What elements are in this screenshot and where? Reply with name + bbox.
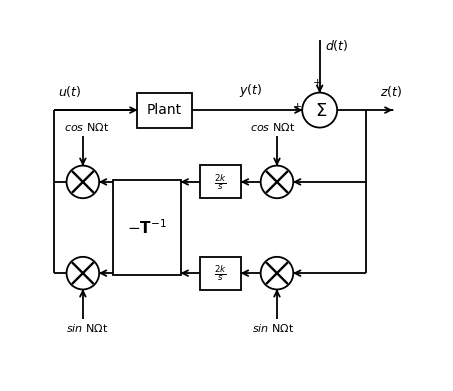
Text: $d(t)$: $d(t)$ [326, 38, 349, 53]
Bar [137, 93, 192, 127]
Text: $y(t)$: $y(t)$ [239, 82, 262, 99]
Circle shape [67, 257, 99, 289]
Circle shape [302, 93, 337, 127]
Text: $cos$ N$\Omega$t: $cos$ N$\Omega$t [251, 121, 296, 133]
Circle shape [260, 166, 293, 198]
Text: $cos$ N$\Omega$t: $cos$ N$\Omega$t [64, 121, 109, 133]
Bar [200, 165, 241, 198]
Text: +: + [313, 78, 323, 88]
Text: Plant: Plant [147, 103, 182, 117]
Text: +: + [293, 102, 302, 112]
Bar [113, 180, 181, 275]
Text: $\frac{2k}{s}$: $\frac{2k}{s}$ [214, 263, 227, 283]
Bar [200, 256, 241, 290]
Text: $sin$ N$\Omega$t: $sin$ N$\Omega$t [66, 322, 108, 334]
Text: $-\mathbf{T}^{-1}$: $-\mathbf{T}^{-1}$ [127, 218, 167, 237]
Circle shape [67, 166, 99, 198]
Text: $\Sigma$: $\Sigma$ [315, 102, 327, 120]
Text: $sin$ N$\Omega$t: $sin$ N$\Omega$t [252, 322, 294, 334]
Text: $z(t)$: $z(t)$ [381, 84, 403, 99]
Circle shape [260, 257, 293, 289]
Text: $\frac{2k}{s}$: $\frac{2k}{s}$ [214, 172, 227, 192]
Text: $u(t)$: $u(t)$ [58, 84, 81, 99]
